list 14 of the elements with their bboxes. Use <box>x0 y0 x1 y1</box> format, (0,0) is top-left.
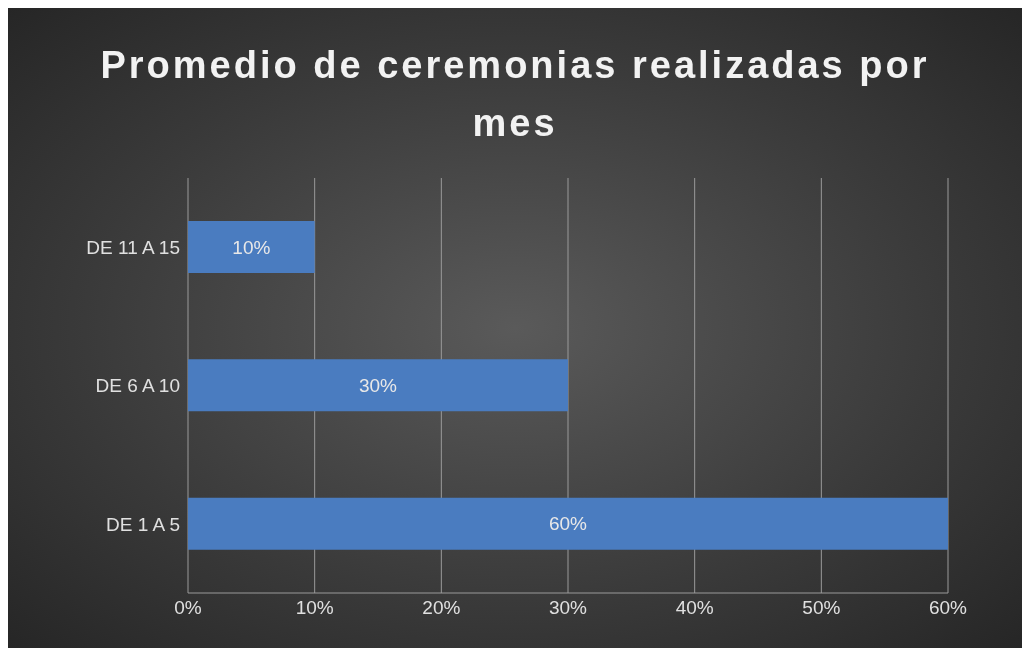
data-label: 30% <box>358 375 398 397</box>
x-tick-label: 0% <box>174 597 202 619</box>
data-label: 60% <box>548 513 588 535</box>
y-tick-label: DE 1 A 5 <box>106 513 180 535</box>
chart-title: Promedio de ceremonias realizadas por mes <box>99 43 931 146</box>
x-tick-label: 10% <box>295 597 334 619</box>
x-tick-label: 50% <box>802 597 841 619</box>
data-label: 10% <box>232 236 271 258</box>
x-tick-label: 30% <box>548 597 588 619</box>
y-tick-label: DE 11 A 15 <box>86 236 180 258</box>
x-tick-label: 60% <box>928 597 968 619</box>
y-tick-label: DE 6 A 10 <box>95 375 180 397</box>
x-tick-label: 20% <box>422 597 461 619</box>
x-tick-label: 40% <box>675 597 714 619</box>
